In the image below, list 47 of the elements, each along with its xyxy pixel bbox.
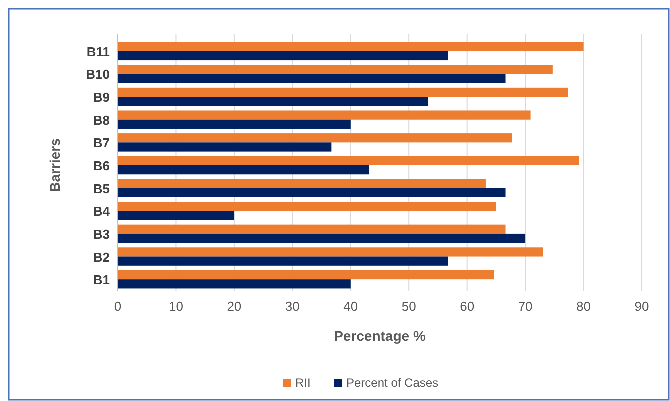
x-tick-label: 60 [460,299,475,314]
x-tick-label: 80 [576,299,592,314]
bar [118,51,448,61]
x-tick-label: 40 [344,299,358,314]
y-tick-label: B2 [93,250,110,265]
bar [118,234,526,244]
bar [118,97,428,106]
bar [118,166,370,175]
bar [118,270,494,280]
legend-label: Percent of Cases [346,376,439,390]
bar [118,42,584,52]
bar [118,179,486,188]
bar [118,202,496,212]
x-tick-label: 50 [402,299,416,314]
x-tick-label: 70 [518,299,533,314]
y-tick-label: B8 [93,112,110,128]
bar [118,211,234,220]
bar [118,110,531,120]
bar [118,88,568,98]
bar [118,65,553,74]
x-tick-label: 10 [168,299,184,314]
bar [118,156,580,166]
y-tick-label: B10 [86,67,110,82]
y-tick-label: B5 [93,181,110,196]
x-axis-title: Percentage % [334,328,426,344]
y-tick-label: B6 [93,158,110,174]
y-tick-label: B4 [93,204,111,220]
y-tick-label: B11 [86,44,110,60]
legend-label: RII [296,376,311,390]
y-tick-label: B3 [93,226,110,242]
bar [118,248,544,257]
bar [118,134,512,143]
bar [118,74,506,84]
bar [118,280,351,289]
bar [118,188,506,198]
x-tick-label: 20 [227,299,242,314]
bar [118,120,351,129]
x-tick-label: 90 [634,299,650,314]
y-tick-label: B1 [93,272,110,288]
bar [118,224,506,234]
y-axis-title: Barriers [47,138,63,192]
x-tick-label: 30 [285,299,300,314]
bar [118,256,448,266]
y-tick-label: B7 [93,136,110,151]
bar [118,142,332,152]
y-tick-label: B9 [93,90,110,106]
x-tick-label: 0 [114,299,122,314]
